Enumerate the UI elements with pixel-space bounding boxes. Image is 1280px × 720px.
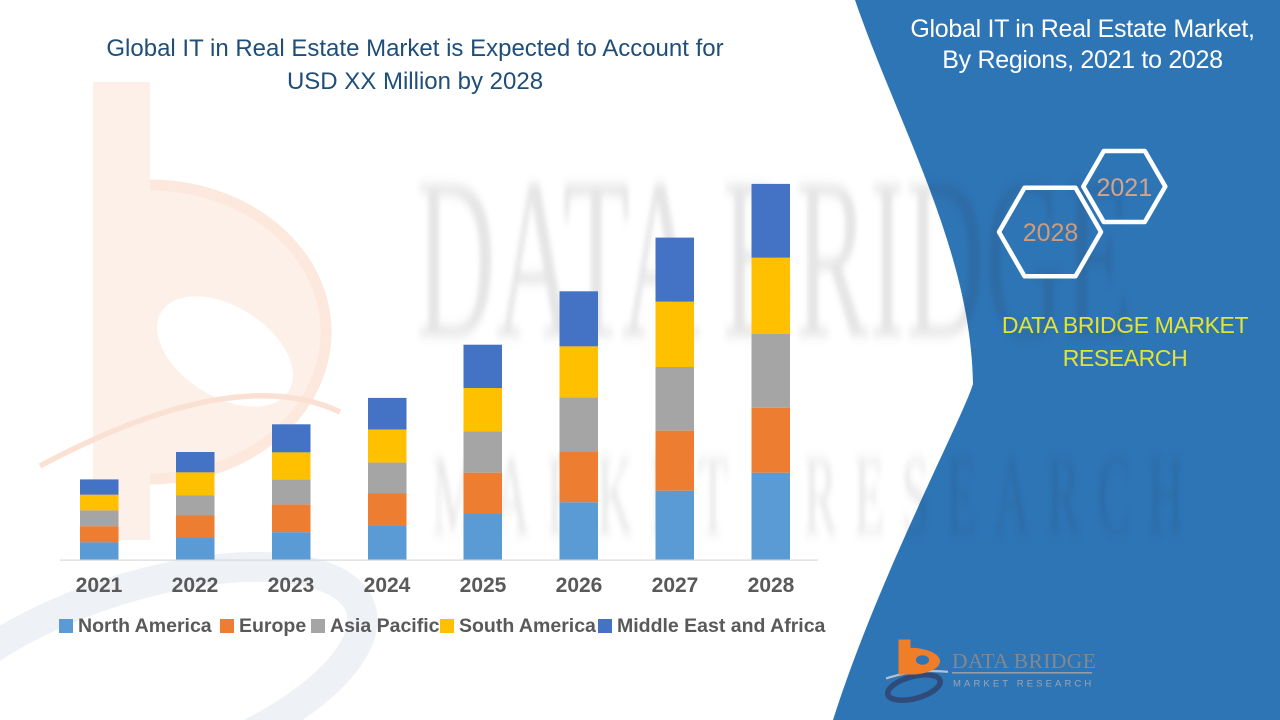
svg-text:DATA BRIDGE: DATA BRIDGE [952,649,1096,673]
svg-text:2021: 2021 [1096,174,1152,202]
svg-text:2028: 2028 [1023,219,1079,247]
svg-text:MARKET RESEARCH: MARKET RESEARCH [953,679,1094,690]
